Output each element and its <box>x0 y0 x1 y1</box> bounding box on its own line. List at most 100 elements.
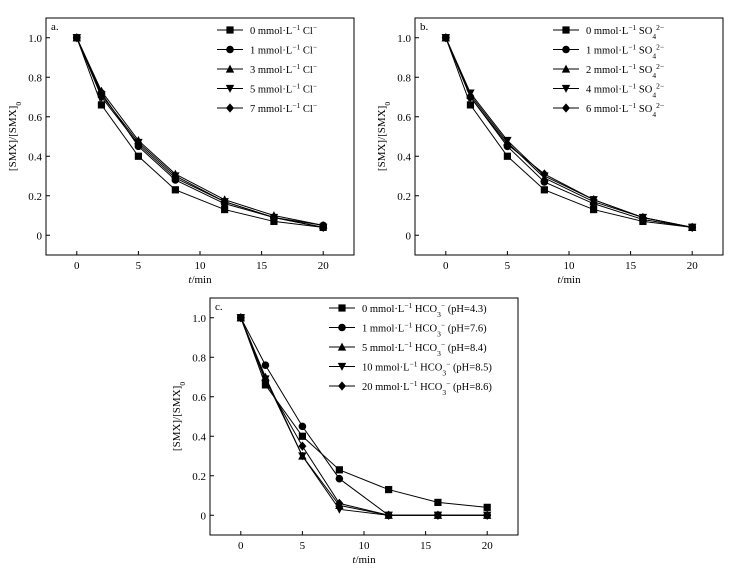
legend-entry: 7 mmol·L−1 Cl− <box>250 101 317 116</box>
x-tick-label: 5 <box>300 540 306 552</box>
legend-entry: 5 mmol·L−1 Cl− <box>250 81 317 96</box>
y-tick-label: 0.8 <box>192 352 206 364</box>
y-tick-label: 0 <box>406 230 412 242</box>
legend-entry: 20 mmol·L−1 HCO3− (pH=8.6) <box>362 379 492 397</box>
y-tick-label: 0.4 <box>28 151 42 163</box>
data-point-s0-1 <box>97 101 106 109</box>
data-point-s4-2 <box>503 139 512 149</box>
legend-marker <box>562 45 570 54</box>
legend-marker <box>226 103 234 113</box>
legend-marker <box>338 323 346 332</box>
legend-marker <box>562 26 570 34</box>
x-tick-label: 0 <box>74 260 80 272</box>
y-tick-label: 1.0 <box>192 313 206 325</box>
legend-marker <box>225 84 235 93</box>
data-point-s0-3 <box>540 186 548 194</box>
data-point-s0-4 <box>385 485 393 494</box>
data-point-s3-2 <box>298 452 307 461</box>
data-point-s4-4 <box>384 510 393 520</box>
data-point-s4-5 <box>433 510 442 520</box>
legend-entry: 10 mmol·L−1 HCO3− (pH=8.5) <box>362 359 492 377</box>
legend-marker <box>225 64 235 73</box>
x-tick-label: 20 <box>482 540 494 552</box>
data-point-s0-3 <box>171 186 179 194</box>
y-tick-label: 0.2 <box>397 191 411 203</box>
panel-label: a. <box>51 21 59 33</box>
x-tick-label: 15 <box>625 260 637 272</box>
y-axis-label: [SMX]/[SMX]0 <box>171 382 187 451</box>
legend-entry: 1 mmol·L−1 SO42− <box>586 42 664 60</box>
data-point-s4-4 <box>589 195 598 205</box>
data-point-s0-3 <box>335 466 343 474</box>
data-point-s0-4 <box>590 205 598 214</box>
data-point-s4-2 <box>134 139 143 149</box>
x-tick-label: 20 <box>687 260 699 272</box>
data-point-s1-3 <box>335 474 344 483</box>
x-tick-label: 15 <box>420 540 432 552</box>
plot-frame <box>414 17 724 256</box>
legend-entry: 0 mmol·L−1 SO42− <box>586 23 664 41</box>
data-point-s4-3 <box>335 498 344 508</box>
legend-entry: 2 mmol·L−1 SO42− <box>586 62 664 80</box>
x-tick-label: 5 <box>505 260 511 272</box>
data-point-s4-0 <box>236 313 245 323</box>
legend: 0 mmol·L−1 Cl− 1 mmol·L−1 Cl− 3 mmol·L−1 C… <box>217 23 317 116</box>
y-tick-label: 0.2 <box>28 191 42 203</box>
data-point-s4-1 <box>466 92 475 102</box>
data-point-s4-4 <box>220 197 229 207</box>
y-tick-label: 0.8 <box>28 72 42 84</box>
data-point-s4-3 <box>171 173 180 183</box>
x-axis-label: t/min <box>352 554 376 566</box>
data-point-s0-2 <box>298 432 306 440</box>
y-tick-label: 1.0 <box>397 33 411 45</box>
data-point-s0-1 <box>466 101 475 109</box>
legend-marker <box>561 64 571 73</box>
legend-entry: 1 mmol·L−1 Cl− <box>250 42 317 57</box>
data-point-s4-6 <box>319 222 328 232</box>
x-tick-label: 5 <box>136 260 142 272</box>
y-tick-label: 0.6 <box>28 112 42 124</box>
y-tick-label: 0.8 <box>397 72 411 84</box>
legend-entry: 4 mmol·L−1 SO42− <box>586 81 664 99</box>
x-axis-label: t/min <box>557 274 581 286</box>
data-point-s4-6 <box>483 510 492 520</box>
legend-marker <box>561 84 571 93</box>
legend: 0 mmol·L−1 HCO3− (pH=4.3)1 mmol·L−1 HCO3… <box>329 301 492 397</box>
data-point-s3-3 <box>335 505 344 514</box>
chart-panel-c: c. 0 5 10 15 20 0 0.2 0.4 0.6 0.8 1.0 t/min [SMX]/[SM… <box>171 297 519 566</box>
data-point-s0-5 <box>434 498 442 507</box>
legend-marker <box>338 381 346 391</box>
data-point-s0-2 <box>134 152 142 160</box>
y-axis-label: [SMX]/[SMX]0 <box>7 102 23 171</box>
legend-entry: 5 mmol·L−1 HCO3− (pH=8.4) <box>362 340 487 358</box>
y-tick-label: 1.0 <box>28 33 42 45</box>
data-point-s4-0 <box>441 33 450 43</box>
y-tick-label: 0.4 <box>192 431 206 443</box>
y-tick-label: 0.4 <box>397 151 411 163</box>
legend-entry: 0 mmol·L−1 HCO3− (pH=4.3) <box>362 301 487 319</box>
y-tick-label: 0.6 <box>397 112 411 124</box>
panel-label: b. <box>420 21 429 33</box>
legend: 0 mmol·L−1 SO42−1 mmol·L−1 SO42− 2 mmol·L… <box>553 23 664 119</box>
legend-entry: 1 mmol·L−1 HCO3− (pH=7.6) <box>362 320 487 338</box>
data-point-s4-5 <box>638 212 647 223</box>
chart-panel-b: b. 0 5 10 15 20 0 0.2 0.4 0.6 0.8 1.0 t/min [SMX]/[SM… <box>376 17 724 286</box>
data-point-s4-5 <box>269 212 278 223</box>
data-point-s0-2 <box>503 152 511 160</box>
y-tick-label: 0.2 <box>192 471 206 483</box>
panel-label: c. <box>215 301 223 313</box>
x-tick-label: 10 <box>359 540 371 552</box>
legend-entry: 3 mmol·L−1 Cl− <box>250 62 317 77</box>
data-point-s0-4 <box>221 205 229 214</box>
y-axis-label: [SMX]/[SMX]0 <box>376 102 392 171</box>
legend-marker <box>562 103 570 113</box>
data-point-s4-0 <box>72 33 81 43</box>
data-point-s4-1 <box>261 376 270 386</box>
data-point-s4-1 <box>97 92 106 102</box>
data-point-s4-2 <box>298 441 307 451</box>
legend-marker <box>337 342 347 351</box>
x-tick-label: 10 <box>564 260 576 272</box>
legend-marker <box>226 45 234 54</box>
y-tick-label: 0 <box>201 510 207 522</box>
